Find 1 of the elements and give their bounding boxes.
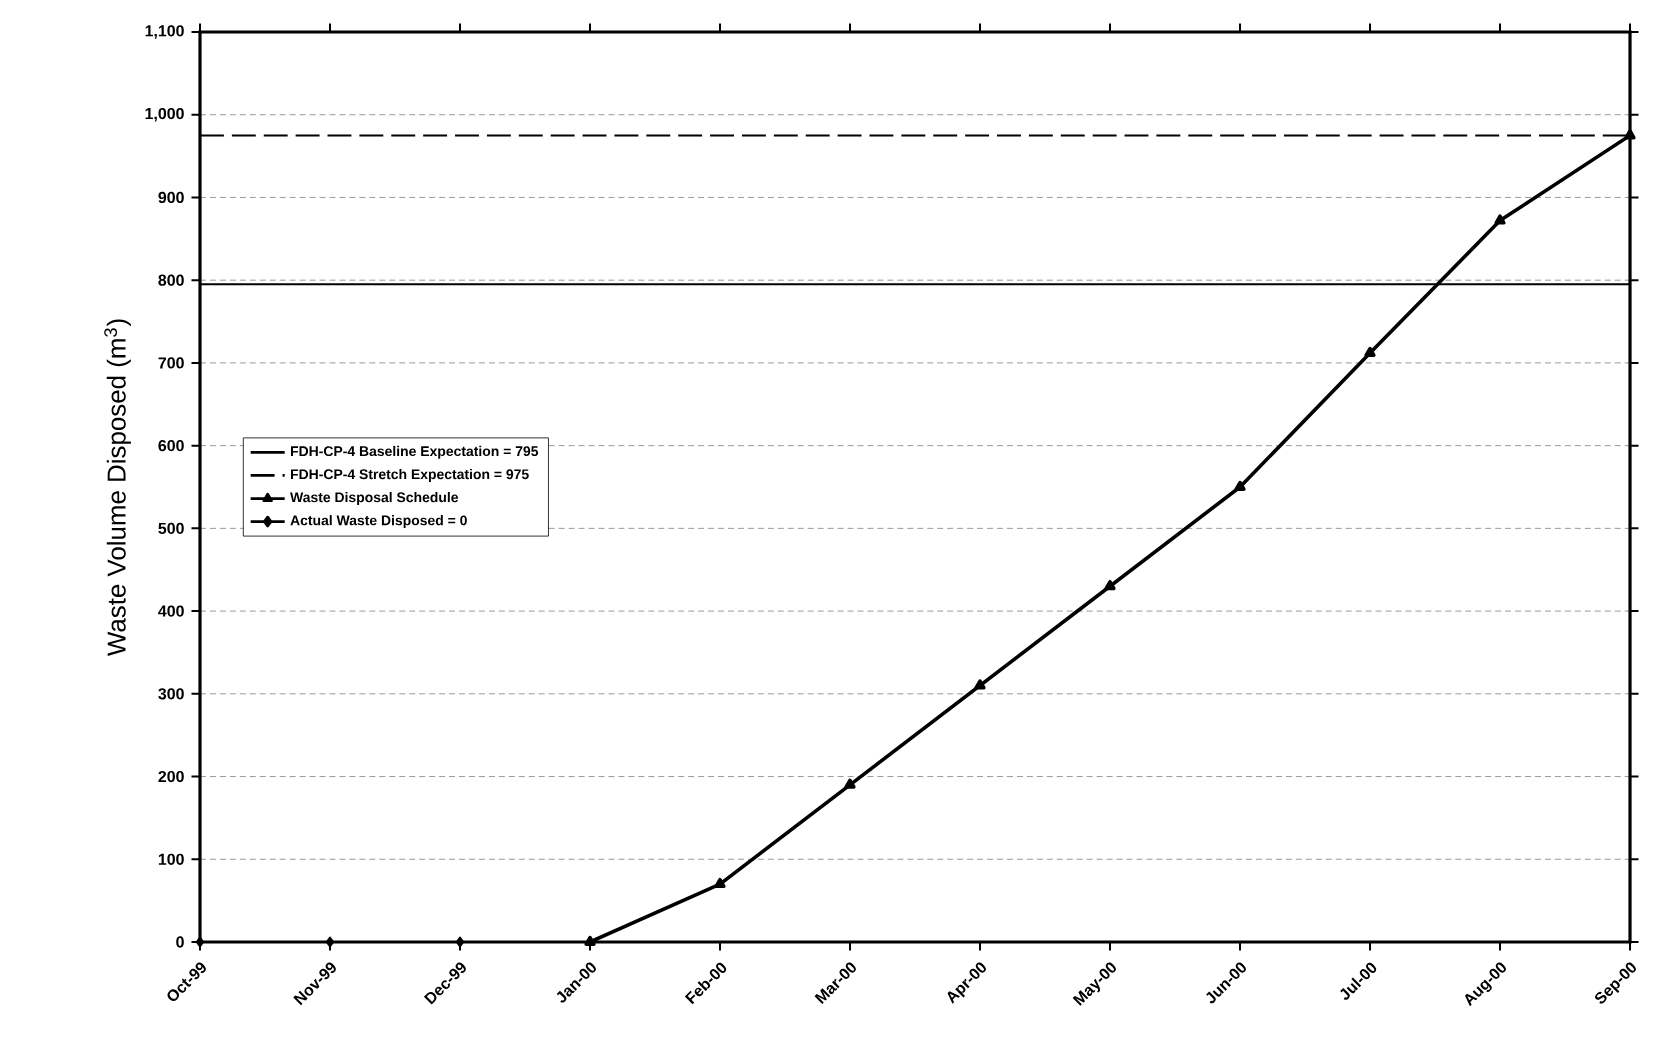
y-axis-title: Waste Volume Disposed (m$^{3}$): [104, 319, 131, 657]
